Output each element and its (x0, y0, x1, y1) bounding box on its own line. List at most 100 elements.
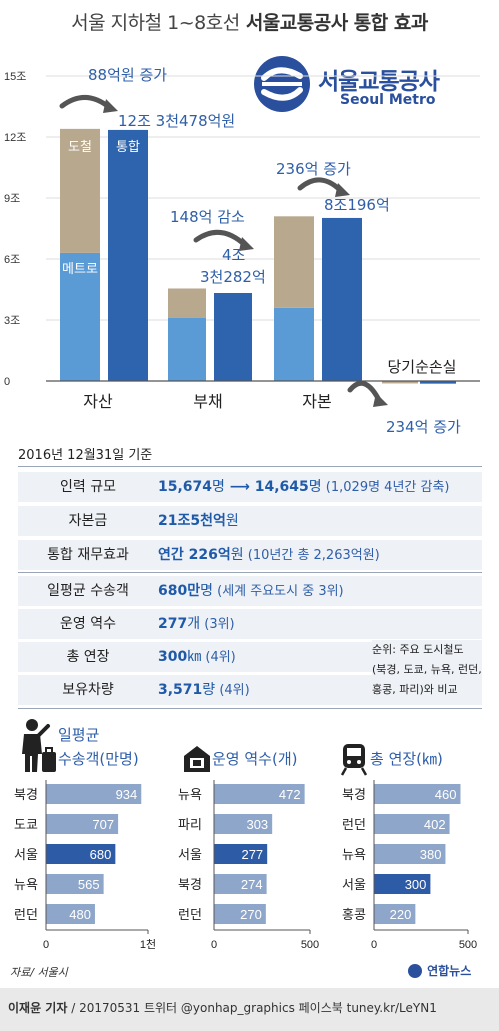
y-tick-label: 9조 (4, 193, 20, 205)
y-tick-label: 6조 (4, 254, 20, 266)
change-arrow-head (239, 237, 254, 251)
data-bar (374, 844, 446, 864)
data-label: 270 (240, 907, 262, 922)
x-tick-label: 500 (301, 939, 319, 951)
stations-title: 운영 역수(개) (212, 750, 298, 768)
agency-icon (408, 963, 422, 978)
bar-metro (60, 252, 100, 381)
category-label: 서울 (342, 877, 366, 892)
category-label: 뉴욕 (178, 787, 202, 802)
passengers-bar-chart: 북경 934 도쿄 707 서울 680 뉴욕 565 런던 480 0 1천 (14, 780, 156, 951)
data-label: 480 (69, 907, 91, 922)
info-label: 인력 규모 (60, 479, 116, 495)
seoul-metro-logo-icon (254, 56, 310, 112)
category-label: 부채 (193, 393, 222, 411)
change-arrow (59, 95, 113, 111)
person-luggage-icon (22, 719, 56, 772)
data-bar (374, 874, 431, 894)
info-value: 277개 (3위) (158, 616, 235, 632)
data-bar (374, 784, 461, 804)
ranking-note: 순위: 주요 도시철도 (북경, 도쿄, 뉴욕, 런던, 홍콩, 파리)와 비교 (372, 640, 482, 700)
info-label: 보유차량 (62, 682, 114, 698)
train-icon (340, 744, 368, 776)
agency-logo: 연합뉴스 (408, 960, 471, 979)
asset-change-label: 88억원 증가 (88, 66, 168, 84)
info-value: 연간 226억원 (10년간 총 2,263억원) (158, 547, 380, 563)
category-label: 홍콩 (342, 907, 366, 922)
data-bar (46, 874, 104, 894)
data-bar (374, 814, 450, 834)
info-label: 자본금 (68, 513, 108, 529)
bar-total (214, 292, 252, 381)
info-value: 15,674명 ⟶ 14,645명 (1,029명 4년간 감축) (158, 479, 450, 495)
change-arrow (297, 177, 345, 195)
byline: 이재윤 기자 / 20170531 트위터 @yonhap_graphics 페… (8, 999, 437, 1016)
y-tick-label: 3조 (4, 315, 20, 327)
asset-total-label: 12조 3천478억원 (118, 112, 236, 130)
y-tick-label: 0 (4, 376, 10, 388)
info-row-capital: 자본금 21조5천억원 (18, 506, 482, 536)
x-tick-label: 0 (371, 939, 377, 951)
info-value: 300㎞ (4위) (158, 649, 236, 665)
legend-metro: 메트로 (62, 261, 98, 276)
ranking-note-line: (북경, 도쿄, 뉴욕, 런던, (372, 663, 482, 676)
data-bar (374, 904, 416, 924)
passengers-title-line2: 수송객(만명) (58, 750, 139, 768)
change-arrow-head (103, 99, 118, 113)
data-bar (214, 904, 266, 924)
bar-total (420, 381, 456, 384)
data-bar (46, 844, 116, 864)
info-label: 통합 재무효과 (47, 547, 129, 563)
data-label: 460 (435, 787, 457, 802)
info-row-passengers: 일평균 수송객 680만명 (세계 주요도시 중 3위) (18, 576, 482, 606)
x-tick-label: 500 (459, 939, 477, 951)
change-arrow-head (373, 393, 388, 407)
category-label: 도쿄 (14, 817, 38, 832)
divider (18, 708, 482, 709)
legend-docheol: 도철 (68, 139, 92, 154)
loss-change-label: 234억 증가 (386, 418, 461, 436)
station-icon (184, 746, 210, 772)
info-value: 3,571량 (4위) (158, 682, 250, 698)
data-label: 380 (420, 847, 442, 862)
debt-total-line2: 3천282억 (200, 268, 266, 286)
data-label: 300 (405, 877, 427, 892)
title-light: 서울 지하철 1~8호선 (71, 12, 240, 34)
category-label: 뉴욕 (14, 877, 38, 892)
data-bar (214, 784, 305, 804)
bar-combined-loss (382, 381, 418, 384)
divider (18, 572, 482, 573)
logo-name-en: Seoul Metro (340, 92, 436, 108)
data-label: 277 (241, 847, 263, 862)
data-label: 303 (246, 817, 268, 832)
byline-name: 이재윤 기자 (8, 1001, 68, 1015)
data-bar (46, 904, 95, 924)
info-value: 680만명 (세계 주요도시 중 3위) (158, 583, 344, 599)
info-row-finance: 통합 재무효과 연간 226억원 (10년간 총 2,263억원) (18, 540, 482, 570)
info-row-stations: 운영 역수 277개 (3위) (18, 609, 482, 639)
debt-total-line1: 4조 (222, 246, 246, 264)
category-label: 파리 (178, 817, 202, 832)
bar-docheol (274, 216, 314, 308)
bar-metro (168, 317, 206, 381)
bar-total (322, 217, 362, 381)
length-bar-chart: 북경 460 런던 402 뉴욕 380 서울 300 홍콩 220 0 500 (342, 780, 477, 951)
page-title: 서울 지하철 1~8호선 서울교통공사 통합 효과 (0, 8, 499, 35)
byline-rest: / 20170531 트위터 @yonhap_graphics 페이스북 tun… (67, 1001, 437, 1015)
footer: 이재윤 기자 / 20170531 트위터 @yonhap_graphics 페… (0, 988, 499, 1031)
ranking-note-line: 순위: 주요 도시철도 (372, 643, 464, 656)
data-bar (214, 814, 273, 834)
category-label: 북경 (342, 787, 366, 802)
category-label: 자본 (302, 393, 331, 411)
passengers-title-line1: 일평균 (58, 726, 100, 744)
category-label: 런던 (178, 907, 202, 922)
category-label: 런던 (342, 817, 366, 832)
length-title: 총 연장(㎞) (370, 750, 443, 768)
data-bar (214, 844, 268, 864)
bar-docheol (60, 128, 100, 253)
debt-change-label: 148억 감소 (170, 208, 245, 226)
category-label: 서울 (14, 847, 38, 862)
equity-total-label: 8조196억 (324, 196, 390, 214)
ranking-note-line: 홍콩, 파리)와 비교 (372, 683, 458, 696)
